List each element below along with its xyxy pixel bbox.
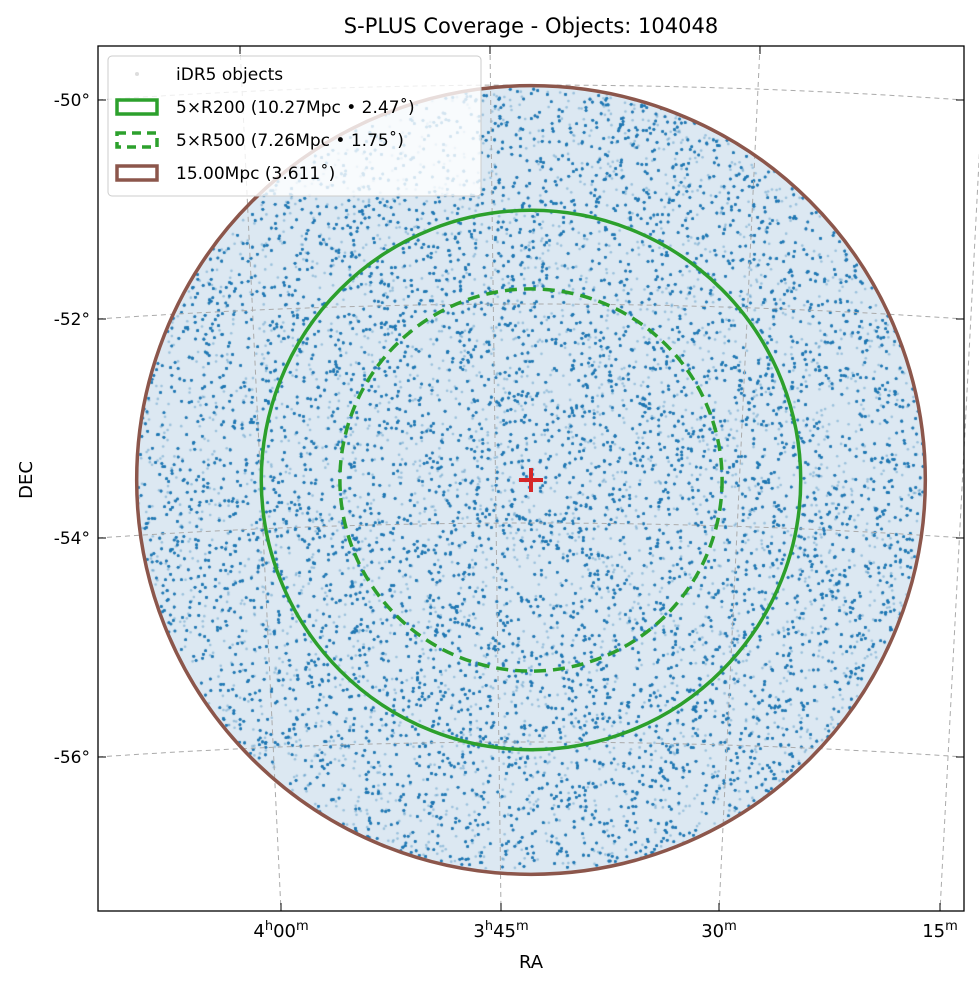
legend-item: iDR5 objects	[135, 65, 283, 85]
dec-ticks: -50° -52° -54° -56°	[54, 91, 964, 768]
r500-circle	[338, 287, 724, 673]
ra-tick-label: 15m	[922, 919, 958, 943]
legend-box	[107, 55, 482, 197]
ra-grid-line	[489, 45, 502, 912]
r200-circle	[259, 208, 803, 752]
legend-label: 5×R200 (10.27Mpc • 2.47˚)	[176, 97, 415, 118]
ra-grid-line	[718, 45, 761, 912]
y-axis-label: DEC	[16, 461, 37, 499]
legend-label: 15.00Mpc (3.611˚)	[176, 163, 335, 184]
center-marker	[519, 468, 543, 492]
legend: iDR5 objects 5×R200 (10.27Mpc • 2.47˚) 5×R…	[107, 55, 482, 197]
axes-frame	[97, 45, 965, 912]
dec-tick-label: -52°	[54, 310, 90, 330]
chart-title: S-PLUS Coverage - Objects: 104048	[344, 14, 718, 38]
dec-tick-label: -54°	[54, 529, 90, 549]
dec-grid-line	[97, 741, 965, 758]
ra-ticks: 4h00m 3h45m 30m 15m	[239, 46, 958, 943]
ra-tick-label: 30m	[701, 919, 737, 943]
ra-tick-label: 4h00m	[253, 919, 308, 943]
dec-grid-line	[97, 303, 965, 320]
ra-grid-line	[939, 151, 979, 912]
legend-item: 5×R500 (7.26Mpc • 1.75˚)	[115, 130, 404, 151]
legend-label: iDR5 objects	[176, 65, 283, 85]
dec-grid-line	[97, 522, 965, 539]
dec-tick-label: -56°	[54, 748, 90, 768]
legend-item: 15.00Mpc (3.611˚)	[115, 163, 335, 184]
x-axis-label: RA	[519, 952, 544, 973]
ra-tick-label: 3h45m	[473, 919, 528, 943]
legend-item: 5×R200 (10.27Mpc • 2.47˚)	[115, 97, 415, 118]
radius-15mpc-circle	[134, 83, 928, 877]
radius-circles	[134, 83, 928, 877]
dec-tick-label: -50°	[54, 91, 90, 111]
legend-label: 5×R500 (7.26Mpc • 1.75˚)	[176, 130, 404, 151]
